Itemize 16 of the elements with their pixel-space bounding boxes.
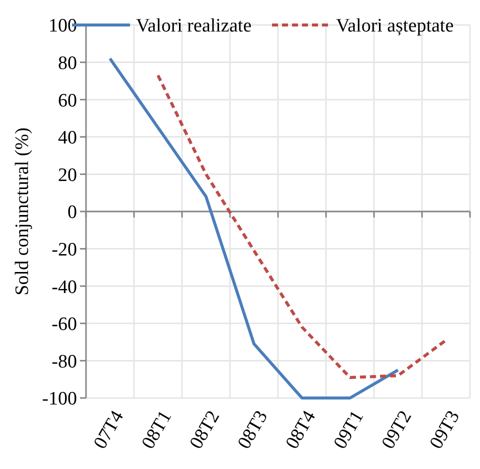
y-tick-label: 100 [48,16,77,37]
y-tick-label: 0 [68,202,77,224]
y-tick-label: 40 [58,128,77,149]
y-tick-label: 20 [58,164,77,186]
y-tick-label: -20 [52,239,77,260]
legend-label: Valori realizate [136,16,252,37]
legend-label: Valori așteptate [336,16,454,37]
y-tick-label: -80 [52,351,77,372]
y-tick-label: 60 [58,90,77,112]
y-tick-label: -60 [52,314,77,336]
y-tick-label: -40 [52,276,77,298]
line-series [156,74,448,379]
y-tick-label: 80 [58,52,77,74]
y-tick-label: -100 [42,388,77,410]
line-series [108,57,400,400]
y-axis-title: Sold conjunctural (%) [12,128,33,296]
